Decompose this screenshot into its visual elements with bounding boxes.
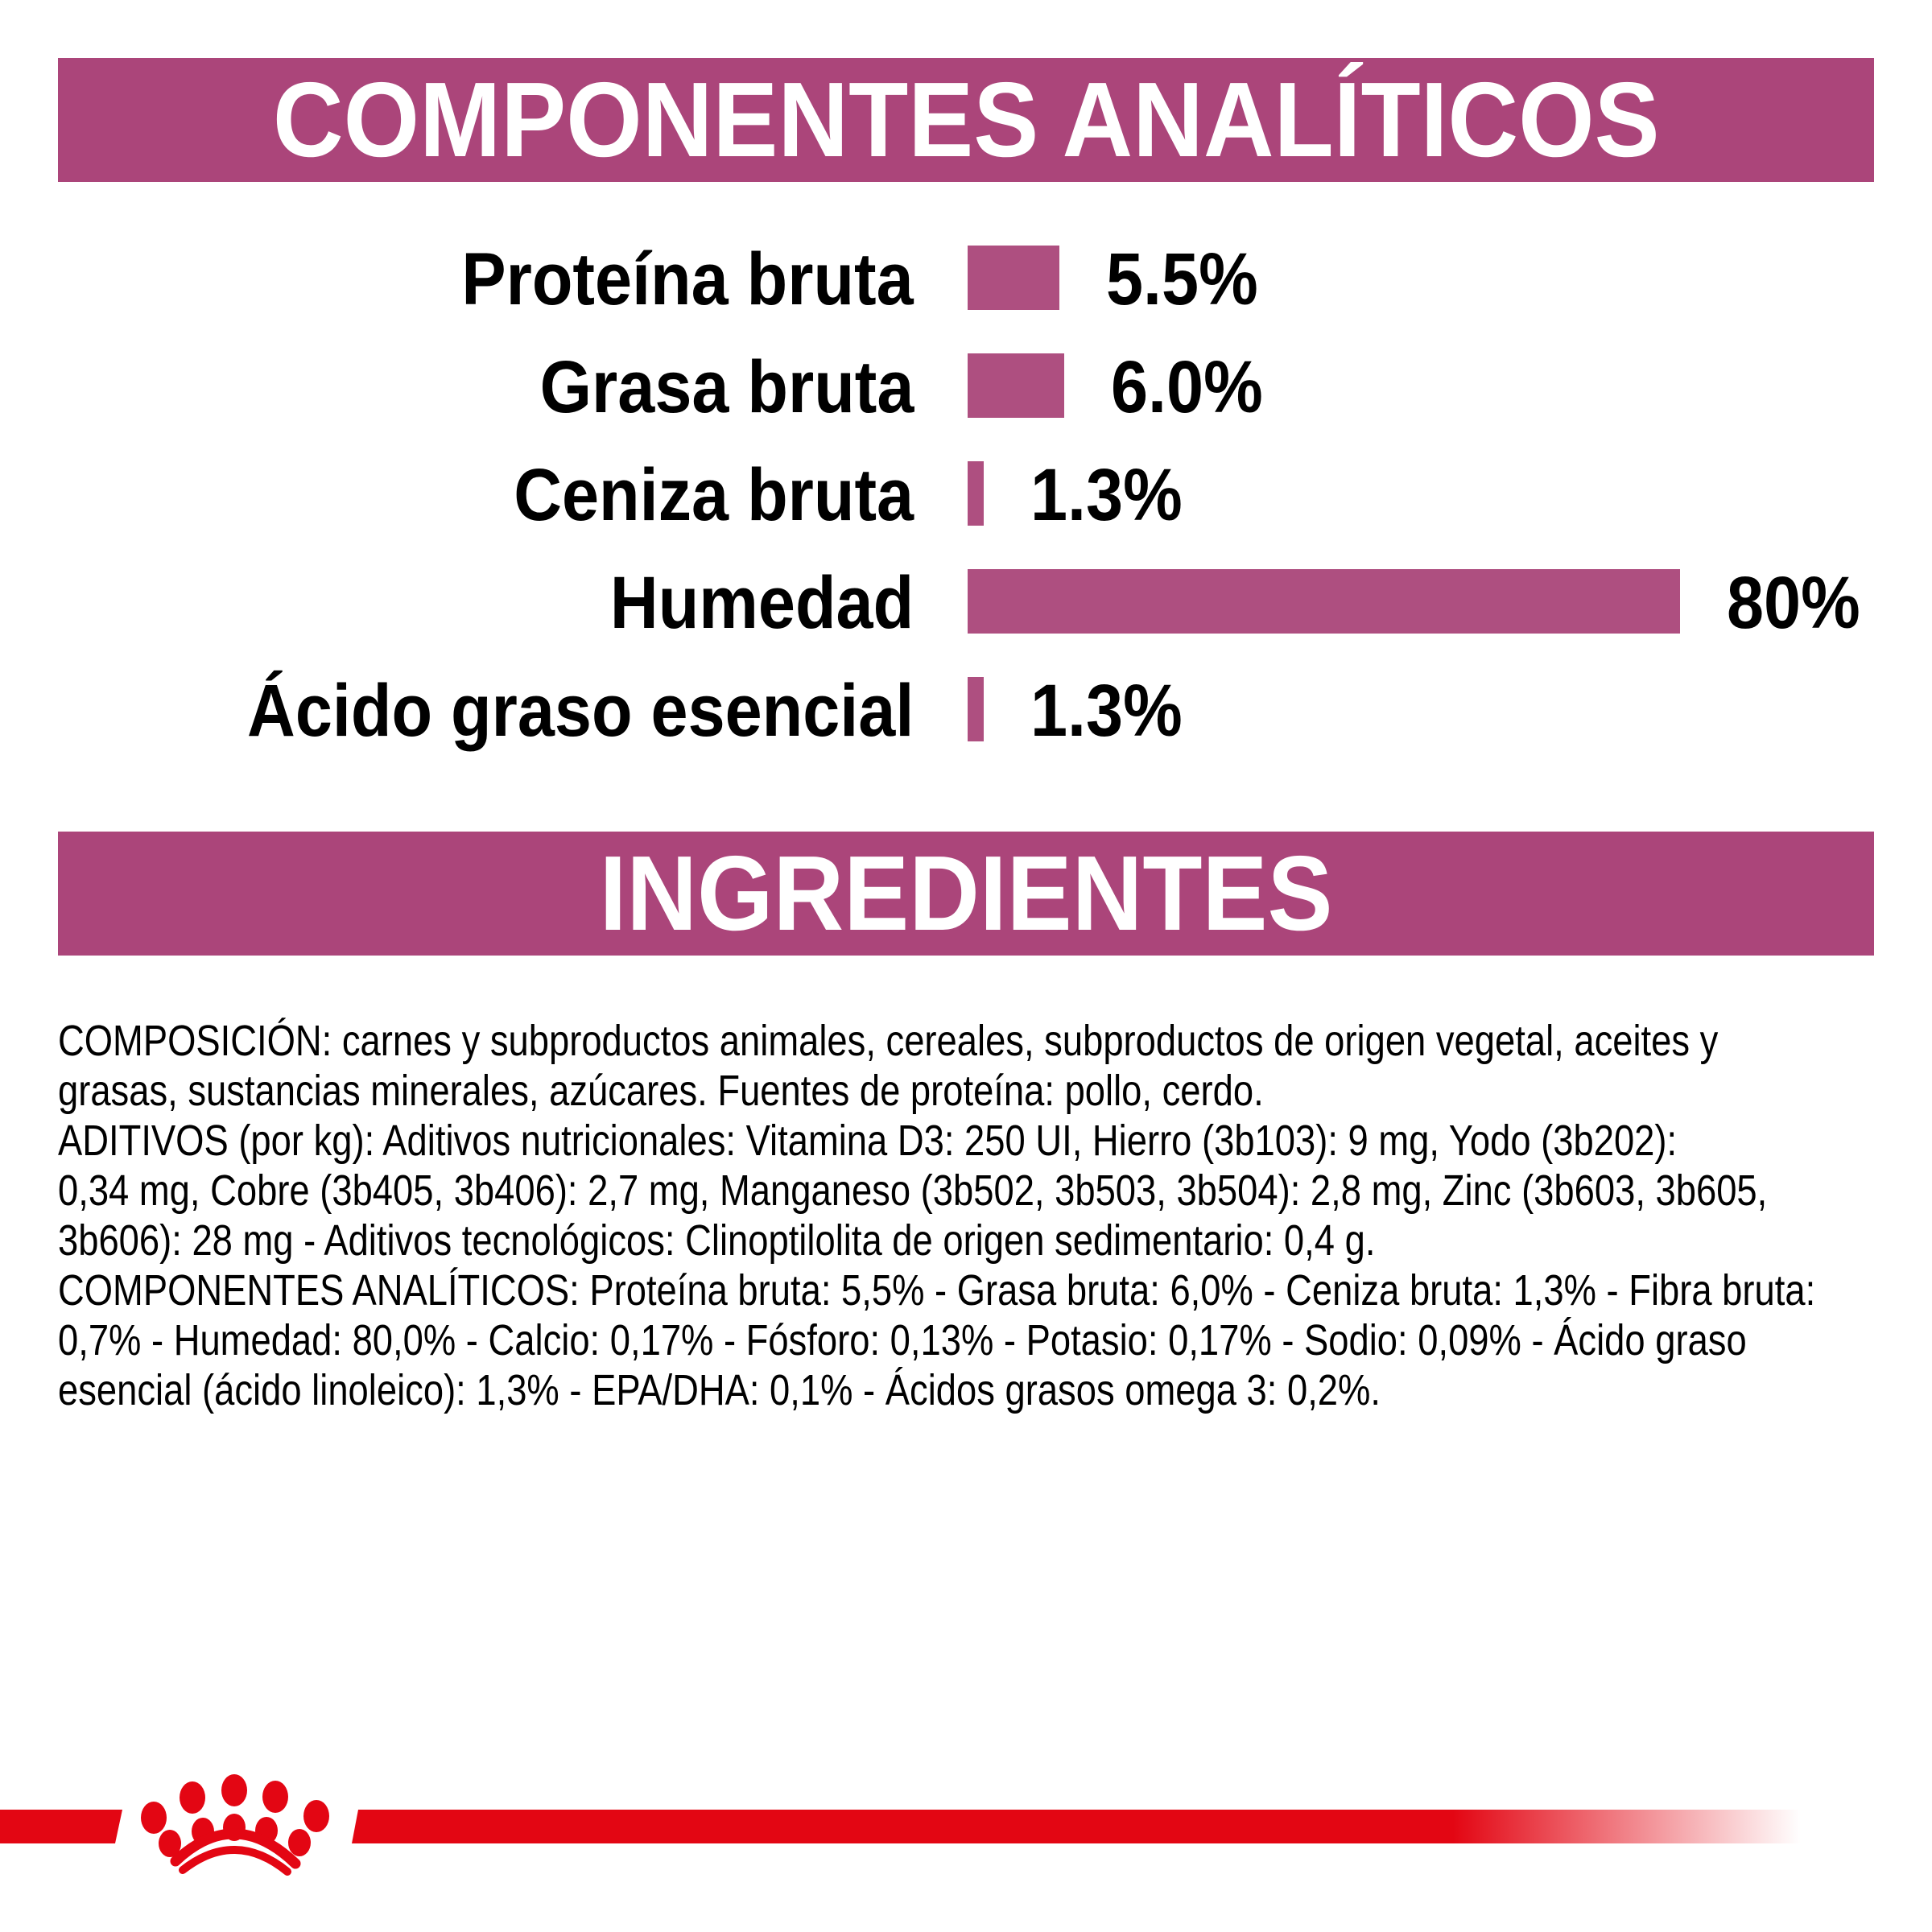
brand-stripe-right: [352, 1810, 1801, 1843]
chart-row-bar: [968, 461, 984, 526]
ingredients-text-line: esencial (ácido linoleico): 1,3% - EPA/D…: [58, 1366, 1381, 1414]
ingredients-text-line: 0,34 mg, Cobre (3b405, 3b406): 2,7 mg, M…: [58, 1166, 1768, 1215]
ingredients-paragraph: COMPOSICIÓN: carnes y subproductos anima…: [58, 1016, 1874, 1415]
chart-row: Proteína bruta 5.5%: [0, 238, 1932, 320]
chart-row-bar: [968, 353, 1064, 418]
chart-row-value: 6.0%: [1111, 346, 1263, 428]
crown-dots: [141, 1774, 329, 1857]
chart-row: Ceniza bruta 1.3%: [0, 454, 1932, 536]
chart-row-bar: [968, 246, 1059, 310]
chart-row-label: Humedad: [609, 562, 914, 644]
ingredients-banner: INGREDIENTES: [58, 832, 1874, 956]
chart-row-label: Ceniza bruta: [514, 454, 914, 536]
brand-stripe-left: [0, 1810, 122, 1843]
chart-row-value: 80%: [1727, 562, 1860, 644]
crown-base-arcs: [170, 1828, 301, 1876]
analytics-banner: COMPONENTES ANALÍTICOS: [58, 58, 1874, 182]
analytics-banner-title: COMPONENTES ANALÍTICOS: [272, 60, 1660, 179]
ingredients-banner-title: INGREDIENTES: [599, 834, 1333, 952]
chart-row-value: 1.3%: [1030, 670, 1183, 752]
ingredients-text-line: COMPOSICIÓN: carnes y subproductos anima…: [58, 1017, 1719, 1065]
ingredients-text-line: 0,7% - Humedad: 80,0% - Calcio: 0,17% - …: [58, 1316, 1747, 1364]
chart-row-label: Ácido graso esencial: [246, 670, 914, 752]
ingredients-text-line: 3b606): 28 mg - Aditivos tecnológicos: C…: [58, 1216, 1376, 1265]
chart-row-bar: [968, 677, 984, 741]
crown-logo-icon: [141, 1774, 329, 1876]
chart-row-label: Grasa bruta: [539, 346, 914, 428]
ingredients-text-line: ADITIVOS (por kg): Aditivos nutricionale…: [58, 1117, 1678, 1165]
chart-row-value: 5.5%: [1106, 238, 1258, 320]
ingredients-text-line: grasas, sustancias minerales, azúcares. …: [58, 1067, 1264, 1115]
chart-row: Ácido graso esencial 1.3%: [0, 670, 1932, 752]
chart-row: Humedad 80%: [0, 562, 1932, 644]
chart-row-value: 1.3%: [1030, 454, 1183, 536]
chart-row-label: Proteína bruta: [461, 238, 914, 320]
chart-row: Grasa bruta 6.0%: [0, 346, 1932, 428]
ingredients-text-line: COMPONENTES ANALÍTICOS: Proteína bruta: …: [58, 1266, 1816, 1315]
analytical-components-bar-chart: Proteína bruta 5.5% Grasa bruta 6.0% Ceniza …: [0, 0, 1932, 805]
chart-row-bar: [968, 569, 1680, 634]
